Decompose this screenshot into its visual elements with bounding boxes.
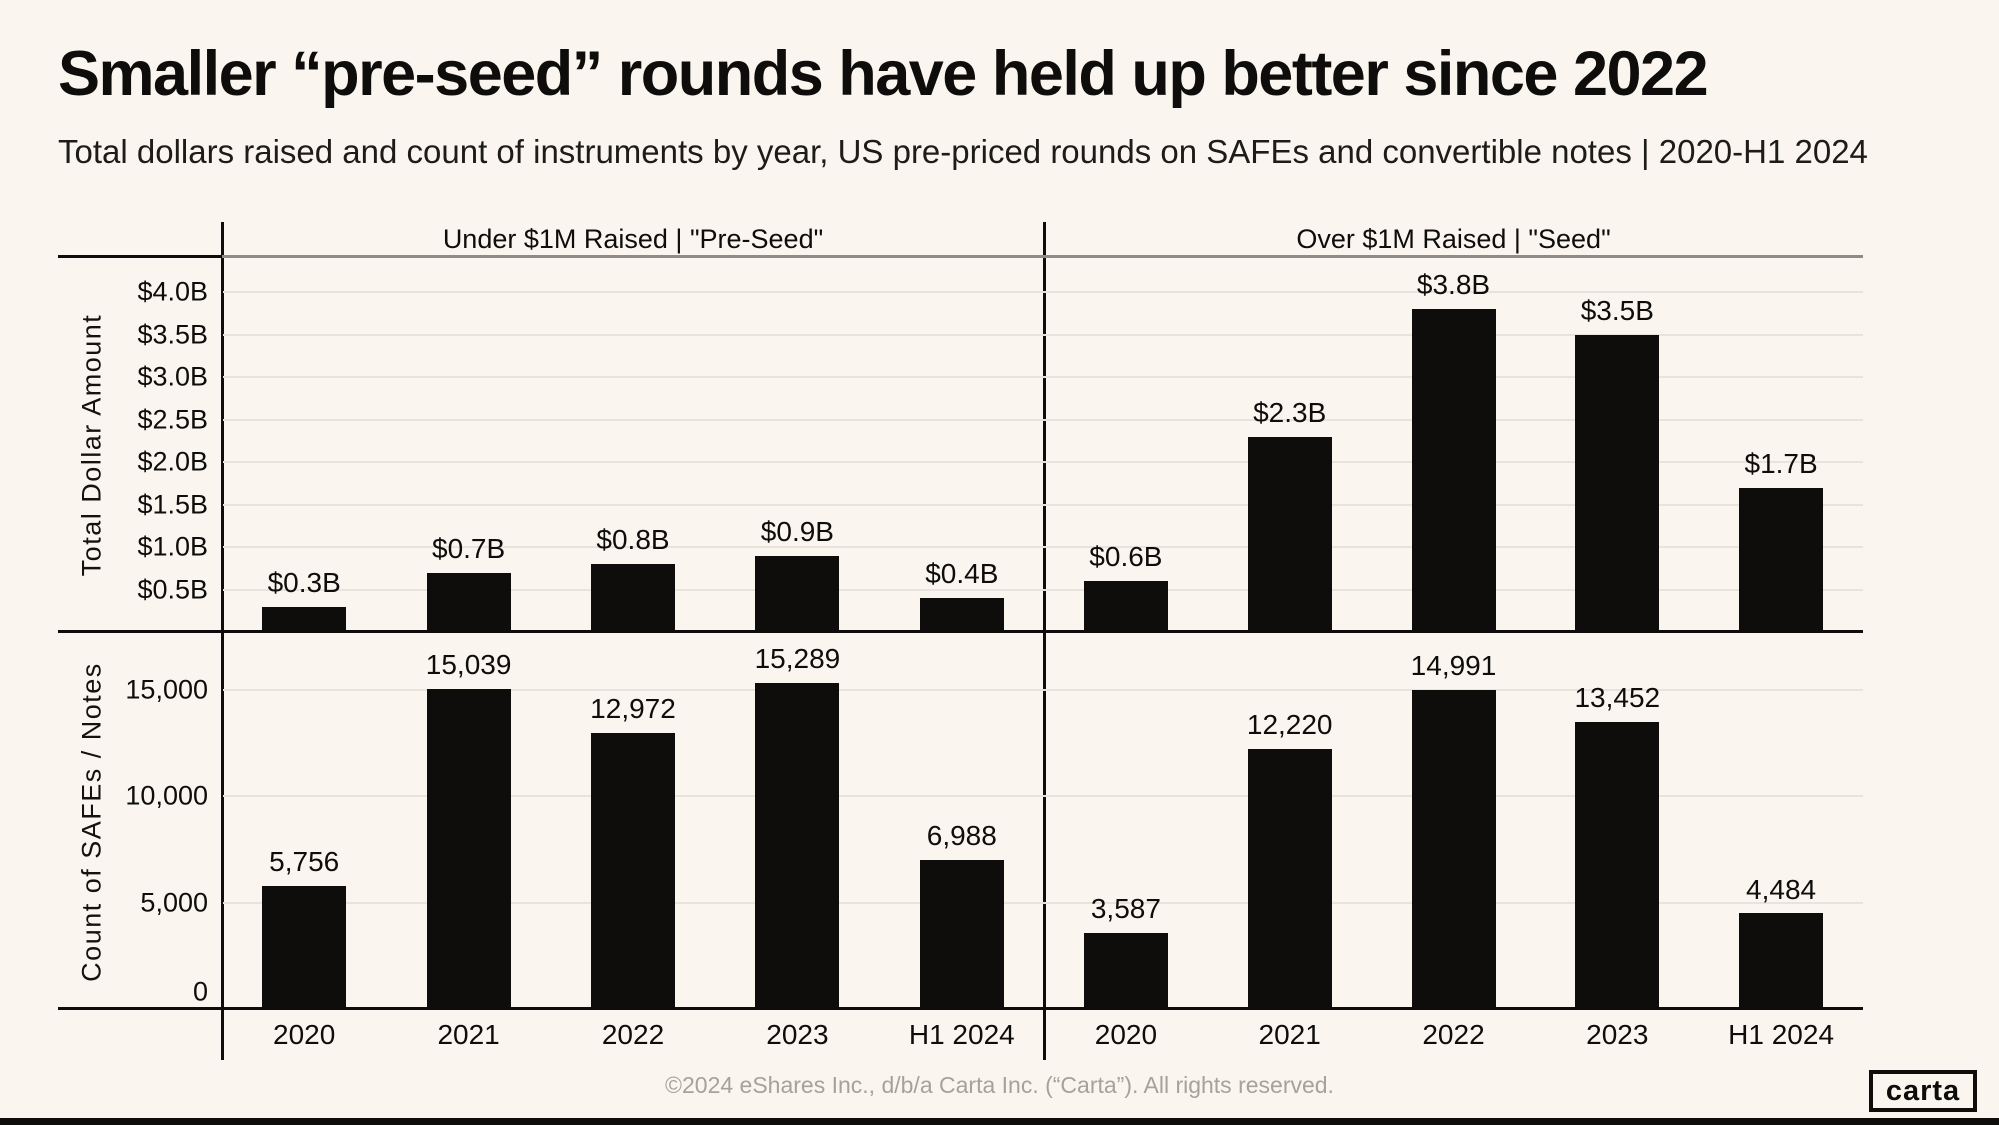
bar-value-label: 12,972 [590, 692, 676, 724]
y-tick-label: $3.5B [137, 319, 208, 349]
bar [755, 683, 840, 1009]
bar [1575, 722, 1660, 1009]
carta-logo-text: carta [1885, 1074, 1961, 1107]
gridline [223, 588, 1863, 591]
gridline [223, 418, 1863, 421]
bar [1411, 689, 1496, 1009]
bar-value-label: 15,039 [425, 648, 512, 680]
y-tick-label: 10,000 [125, 780, 208, 811]
bar [1739, 913, 1824, 1009]
bar-value-label: $0.8B [596, 524, 670, 555]
gridline [223, 333, 1863, 336]
y-tick-label: $3.0B [137, 361, 208, 392]
gridline [223, 291, 1863, 293]
x-tick-label: 2022 [601, 1019, 665, 1050]
bar-value-label: $3.8B [1416, 269, 1491, 300]
bar [1083, 581, 1168, 632]
bar-value-label: $0.3B [267, 566, 341, 598]
gridline [223, 688, 1863, 691]
bar [1411, 309, 1496, 632]
bar-value-label: 5,756 [269, 846, 340, 878]
x-tick-label: 2021 [437, 1019, 500, 1050]
footer-copyright: ©2024 eShares Inc., d/b/a Carta Inc. (“C… [665, 1072, 1334, 1098]
x-tick-label: 2021 [1258, 1019, 1321, 1050]
bar [262, 886, 347, 1009]
bar-value-label: $0.7B [432, 532, 506, 564]
bar [755, 555, 840, 632]
page-subtitle: Total dollars raised and count of instru… [58, 133, 1868, 170]
x-tick-label: 2022 [1422, 1019, 1485, 1050]
gridline [223, 546, 1863, 548]
bar-value-label: 4,484 [1746, 873, 1817, 905]
y-tick-label: $1.5B [137, 489, 208, 519]
y-tick-label: 0 [192, 976, 208, 1007]
x-tick-label: 2023 [766, 1019, 829, 1050]
bar-value-label: 15,289 [754, 643, 841, 675]
gridline [223, 901, 1863, 904]
bar-value-label: $2.3B [1253, 396, 1327, 428]
bar [1083, 932, 1168, 1009]
bar [426, 572, 511, 632]
y-tick-label: $4.0B [137, 276, 208, 307]
bar-value-label: $1.7B [1744, 447, 1818, 479]
header-rule [222, 255, 1863, 258]
x-tick-label: 2020 [273, 1019, 336, 1050]
bar-value-label: 6,988 [926, 820, 997, 852]
panel-divider-line [1043, 222, 1046, 1060]
bar [262, 606, 347, 632]
bar-value-label: $3.5B [1580, 294, 1654, 326]
bar [426, 688, 511, 1009]
bar-value-label: 3,587 [1090, 892, 1161, 924]
bar [591, 564, 675, 632]
bar-value-label: $0.6B [1089, 541, 1163, 572]
gridline [223, 503, 1863, 506]
x-tick-label: 2020 [1094, 1019, 1158, 1050]
bar [591, 732, 675, 1009]
bar-value-label: $0.9B [760, 515, 834, 547]
y-tick-label: $2.0B [137, 446, 208, 477]
bar [1247, 748, 1332, 1009]
bottom-black-strip [0, 1118, 1999, 1125]
bar-value-label: 14,991 [1410, 649, 1497, 681]
x-tick-label: H1 2024 [1728, 1019, 1835, 1050]
gridline [223, 376, 1863, 378]
bar [1247, 436, 1332, 632]
y-tick-label: $1.0B [137, 531, 208, 562]
gridline [223, 795, 1863, 797]
y-tick-label: 5,000 [140, 887, 208, 917]
carta-logo: carta [1869, 1070, 1977, 1112]
header-rule-left-segment [58, 255, 222, 258]
page-title: Smaller “pre-seed” rounds have held up b… [58, 39, 1709, 109]
x-tick-label: 2023 [1586, 1019, 1649, 1050]
y-axis-title-count: Count of SAFEs / Notes [76, 662, 107, 982]
bar [1575, 334, 1660, 632]
column-header-seed: Over $1M Raised | "Seed" [1296, 224, 1611, 254]
bar [919, 598, 1004, 632]
column-header-preseed: Under $1M Raised | "Pre-Seed" [442, 224, 824, 254]
y-tick-label: 15,000 [125, 674, 208, 704]
y-tick-label: $0.5B [137, 574, 208, 604]
bar [919, 860, 1004, 1009]
y-axis-line [221, 222, 224, 1060]
x-tick-label: H1 2024 [908, 1019, 1015, 1050]
bar-value-label: $0.4B [925, 558, 999, 589]
bar [1739, 487, 1824, 632]
bar-value-label: 13,452 [1574, 682, 1661, 714]
bar-value-label: 12,220 [1246, 708, 1333, 740]
gridline [223, 461, 1863, 463]
y-tick-label: $2.5B [137, 404, 208, 434]
